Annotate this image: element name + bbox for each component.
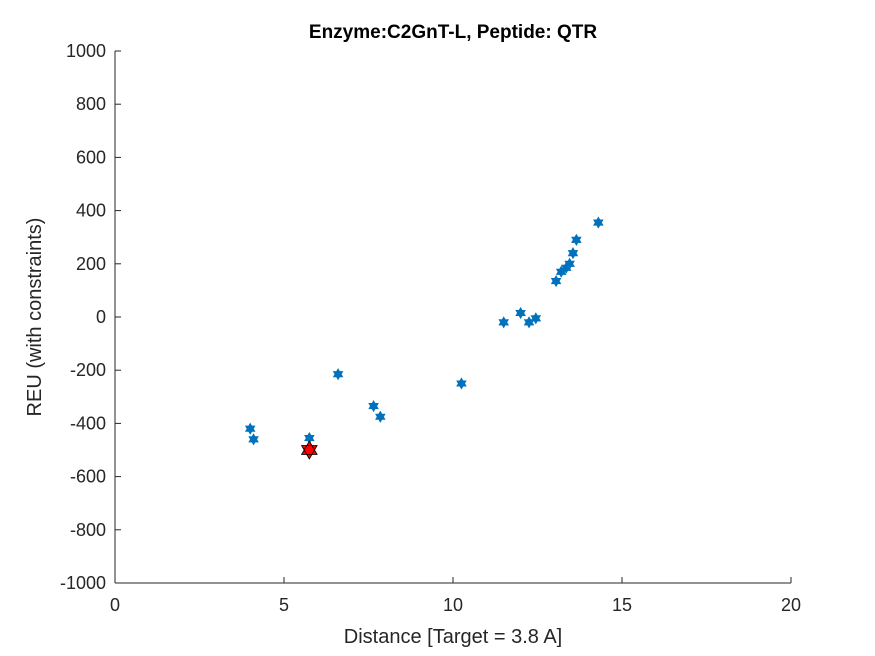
data-point-marker [530, 312, 542, 325]
data-point-marker [515, 306, 526, 320]
data-point-marker [248, 433, 259, 446]
data-point-marker [523, 316, 535, 329]
y-tick-label: -400 [70, 413, 106, 433]
y-tick-label: -1000 [60, 573, 106, 593]
data-point-marker [498, 316, 509, 329]
y-tick-label: 0 [96, 307, 106, 327]
chart-title: Enzyme:C2GnT-L, Peptide: QTR [309, 22, 597, 43]
y-tick-label: -600 [70, 467, 106, 487]
data-markers [244, 216, 604, 460]
data-point-marker [244, 422, 256, 435]
data-point-marker [456, 377, 467, 390]
y-tick-label: -200 [70, 360, 106, 380]
x-tick-label: 15 [612, 595, 632, 615]
plot-area [114, 51, 791, 584]
x-tick-label: 5 [279, 595, 289, 615]
y-tick-label: 800 [76, 94, 106, 114]
y-tick-label: 400 [76, 201, 106, 221]
y-tick-label: -800 [70, 520, 106, 540]
x-tick-label: 10 [443, 595, 463, 615]
data-point-marker [375, 410, 386, 423]
y-tick-label: 600 [76, 147, 106, 167]
x-ticks: 0 5 10 15 20 [110, 577, 801, 615]
data-point-marker [571, 233, 582, 246]
data-point-marker [564, 257, 575, 270]
data-point-marker [550, 274, 562, 288]
x-axis-label: Distance [Target = 3.8 A] [344, 626, 562, 648]
highlighted-point-marker [300, 440, 318, 460]
y-axis-label: REU (with constraints) [24, 218, 46, 417]
data-point-marker [567, 247, 579, 260]
x-tick-label: 20 [781, 595, 801, 615]
y-tick-label: 1000 [66, 41, 106, 61]
x-tick-label: 0 [110, 595, 120, 615]
y-tick-label: 200 [76, 254, 106, 274]
data-point-marker [332, 368, 344, 381]
data-point-marker [368, 400, 379, 413]
data-point-marker [304, 431, 315, 445]
data-point-marker [593, 216, 604, 229]
y-ticks: -1000 -800 -600 -400 -200 0 200 400 600 800 1000 [60, 41, 121, 593]
